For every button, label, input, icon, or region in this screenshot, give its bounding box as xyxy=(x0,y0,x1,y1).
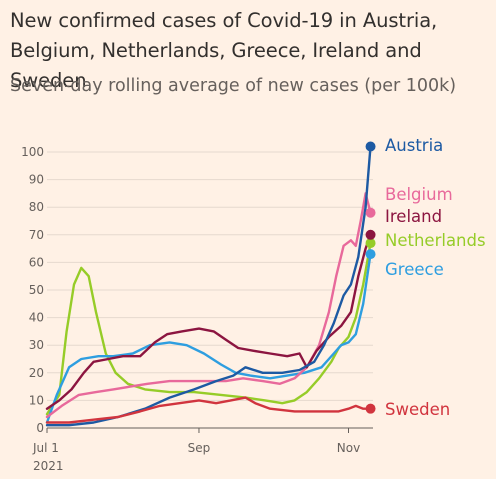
series-end-marker-netherlands xyxy=(365,238,376,249)
series-line-sweden xyxy=(45,396,372,424)
x-tick-label-1: Sep xyxy=(188,441,211,455)
series-label-greece: Greece xyxy=(385,260,444,279)
x-axis-ticks: Jul 1 2021 Sep Nov xyxy=(32,428,360,473)
y-tick-label-50: 50 xyxy=(29,283,44,297)
series-end-marker-austria xyxy=(365,141,376,152)
series-line-ireland xyxy=(45,233,372,410)
series-label-netherlands: Netherlands xyxy=(385,231,486,250)
chart-subtitle: Seven-day rolling average of new cases (… xyxy=(10,76,457,96)
y-tick-label-80: 80 xyxy=(29,200,44,214)
y-tick-label-0: 0 xyxy=(36,421,44,435)
series-end-marker-greece xyxy=(365,249,376,260)
y-tick-label-100: 100 xyxy=(21,145,44,159)
chart-title: New confirmed cases of Covid-19 in Austr… xyxy=(10,9,438,92)
y-tick-label-70: 70 xyxy=(29,228,44,242)
series-line-belgium xyxy=(45,192,372,419)
x-tick-label-0: Jul 1 xyxy=(32,441,59,455)
y-tick-label-40: 40 xyxy=(29,311,44,325)
series-end-marker-sweden xyxy=(365,403,376,414)
series-label-austria: Austria xyxy=(385,136,443,155)
series-label-ireland: Ireland xyxy=(385,207,442,226)
y-tick-label-20: 20 xyxy=(29,366,44,380)
y-tick-label-10: 10 xyxy=(29,393,44,407)
series-line-austria xyxy=(45,145,372,427)
gridlines xyxy=(47,151,373,429)
series-lines xyxy=(45,145,372,427)
series-end-marker-belgium xyxy=(365,207,376,218)
x-tick-sublabel-0: 2021 xyxy=(33,459,64,473)
series-line-netherlands xyxy=(45,241,372,416)
series-labels: Austria Belgium Ireland Netherlands Greece Sw… xyxy=(385,136,486,419)
series-label-belgium: Belgium xyxy=(385,185,453,204)
y-tick-label-90: 90 xyxy=(29,173,44,187)
y-tick-label-60: 60 xyxy=(29,255,44,269)
y-axis-ticks: 0 10 20 30 40 50 60 70 80 90 100 xyxy=(21,145,44,435)
series-end-markers xyxy=(365,141,376,414)
series-label-sweden: Sweden xyxy=(385,400,450,419)
y-tick-label-30: 30 xyxy=(29,338,44,352)
series-line-greece xyxy=(45,252,372,424)
series-end-marker-ireland xyxy=(365,229,376,240)
x-tick-label-2: Nov xyxy=(337,441,360,455)
